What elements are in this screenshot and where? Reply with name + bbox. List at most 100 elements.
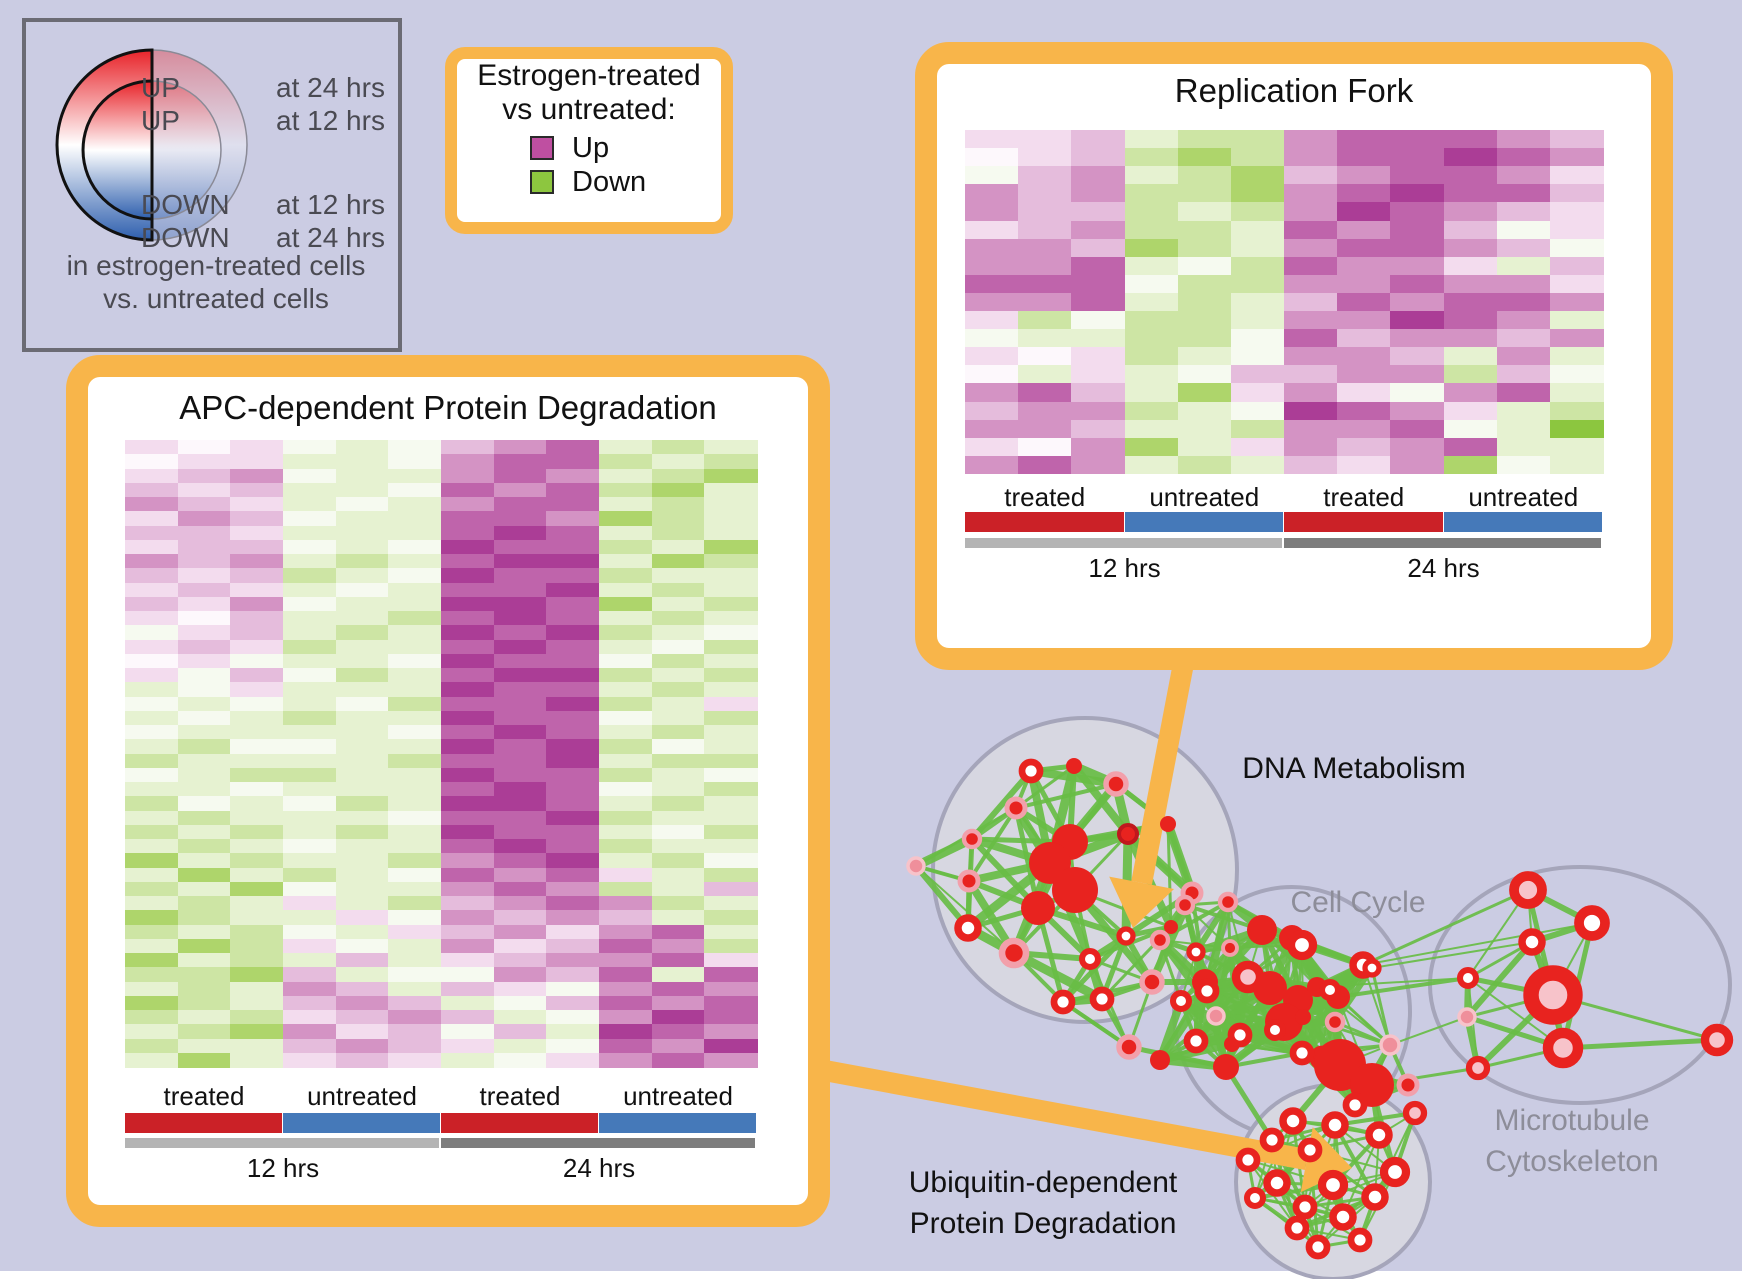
heatmap-cell <box>1230 419 1285 439</box>
cluster-label-line: Microtubule <box>1494 1104 1650 1137</box>
heatmap-cell <box>1071 238 1126 258</box>
heatmap-cell <box>441 625 495 641</box>
heatmap-cell <box>441 568 495 584</box>
heatmap-cell <box>283 1038 337 1054</box>
gene-node <box>1194 978 1220 1004</box>
heatmap-cell <box>1124 419 1179 439</box>
gene-node <box>1021 891 1055 925</box>
gene-node <box>1379 1034 1401 1056</box>
heatmap-cell <box>599 568 653 584</box>
heatmap-cell <box>1284 311 1338 330</box>
heatmap-cell <box>599 953 653 968</box>
heatmap-cell <box>599 611 653 626</box>
cluster-label-dna: DNA Metabolism <box>1242 748 1465 789</box>
gene-node <box>1379 1156 1411 1188</box>
heatmap-cell <box>651 497 705 512</box>
heatmap-cell <box>388 568 442 584</box>
heatmap-cell <box>493 568 547 584</box>
heatmap-cell <box>599 539 653 555</box>
key-time-3: at 12 hrs <box>276 189 385 220</box>
heatmap-cell <box>965 184 1019 203</box>
heatmap-cell <box>704 881 758 897</box>
heatmap-cell <box>546 824 600 840</box>
heatmap-cell <box>335 539 389 555</box>
heatmap-cell <box>1496 130 1551 149</box>
heatmap-cell <box>230 639 284 655</box>
heatmap-cell <box>1337 292 1391 312</box>
heatmap-cell <box>1549 437 1604 457</box>
heatmap-cell <box>177 796 231 812</box>
heatmap-cell <box>441 824 495 840</box>
heatmap-cell <box>441 682 495 698</box>
heatmap-cell <box>704 867 758 883</box>
heatmap-cell <box>441 995 495 1011</box>
heatmap-cell <box>1390 148 1445 167</box>
heatmap-cell <box>388 482 442 498</box>
heatmap-cell <box>1071 274 1126 294</box>
heatmap-cell <box>335 810 389 826</box>
replication-fork-title: Replication Fork <box>1174 72 1414 109</box>
legend-item-down: Down <box>445 166 733 198</box>
heatmap-cell <box>230 710 284 726</box>
heatmap-cell <box>651 739 705 755</box>
heatmap-cell <box>651 1024 705 1040</box>
heatmap-cell <box>283 810 337 826</box>
updown-glyph-L <box>81 79 154 221</box>
heatmap-cell <box>599 995 653 1011</box>
heatmap-cell <box>230 554 284 569</box>
heatmap-cell <box>283 967 337 983</box>
heatmap-cell <box>1230 437 1285 457</box>
heatmap-cell <box>441 881 495 897</box>
heatmap-cell <box>125 938 179 954</box>
heatmap-cell <box>1549 202 1604 222</box>
heatmap-cell <box>599 796 653 812</box>
heatmap-cell <box>388 796 442 812</box>
heatmap-cell <box>1177 365 1232 384</box>
heatmap-cell <box>1496 383 1551 403</box>
heatmap-cell <box>546 981 600 997</box>
heatmap-cell <box>335 554 389 569</box>
heatmap-cell <box>599 881 653 897</box>
up-label: Up <box>572 131 610 164</box>
heatmap-cell <box>1284 437 1338 457</box>
heatmap-cell <box>230 938 284 954</box>
heatmap-cell <box>1230 347 1285 366</box>
heatmap-cell <box>599 739 653 755</box>
heatmap-cell <box>125 896 179 911</box>
gene-node <box>1292 1194 1318 1220</box>
heatmap-cell <box>1549 166 1604 185</box>
heatmap-cell <box>1337 419 1391 439</box>
heatmap-cell <box>335 867 389 883</box>
heatmap-cell <box>283 839 337 854</box>
heatmap-cell <box>1284 202 1338 222</box>
gene-node <box>1174 894 1196 916</box>
heatmap-cell <box>1496 220 1551 240</box>
heatmap-cell <box>599 1038 653 1054</box>
heatmap-cell <box>283 710 337 726</box>
heatmap-cell <box>230 696 284 712</box>
heatmap-cell <box>1018 256 1072 276</box>
heatmap-cell <box>1390 220 1445 240</box>
heatmap-cell <box>704 824 758 840</box>
heatmap-cell <box>493 653 547 669</box>
heatmap-cell <box>704 440 758 455</box>
heatmap-cell <box>493 938 547 954</box>
heatmap-cell <box>651 881 705 897</box>
gene-node <box>1089 986 1115 1012</box>
heatmap-cell <box>1071 365 1126 384</box>
heatmap-cell <box>704 497 758 512</box>
heatmap-cell <box>651 611 705 626</box>
heatmap-cell <box>704 454 758 470</box>
heatmap-cell <box>1496 202 1551 222</box>
heatmap-cell <box>283 668 337 683</box>
down-color-swatch <box>530 170 554 194</box>
callout-arrow-shaft-1 <box>1131 664 1194 885</box>
heatmap-cell <box>1124 365 1179 384</box>
heatmap-cell <box>1230 148 1285 167</box>
axis-group-label: untreated <box>1149 481 1260 512</box>
heatmap-cell <box>651 639 705 655</box>
heatmap-cell <box>177 881 231 897</box>
heatmap-cell <box>230 525 284 541</box>
heatmap-cell <box>388 782 442 797</box>
heatmap-cell <box>1390 383 1445 403</box>
